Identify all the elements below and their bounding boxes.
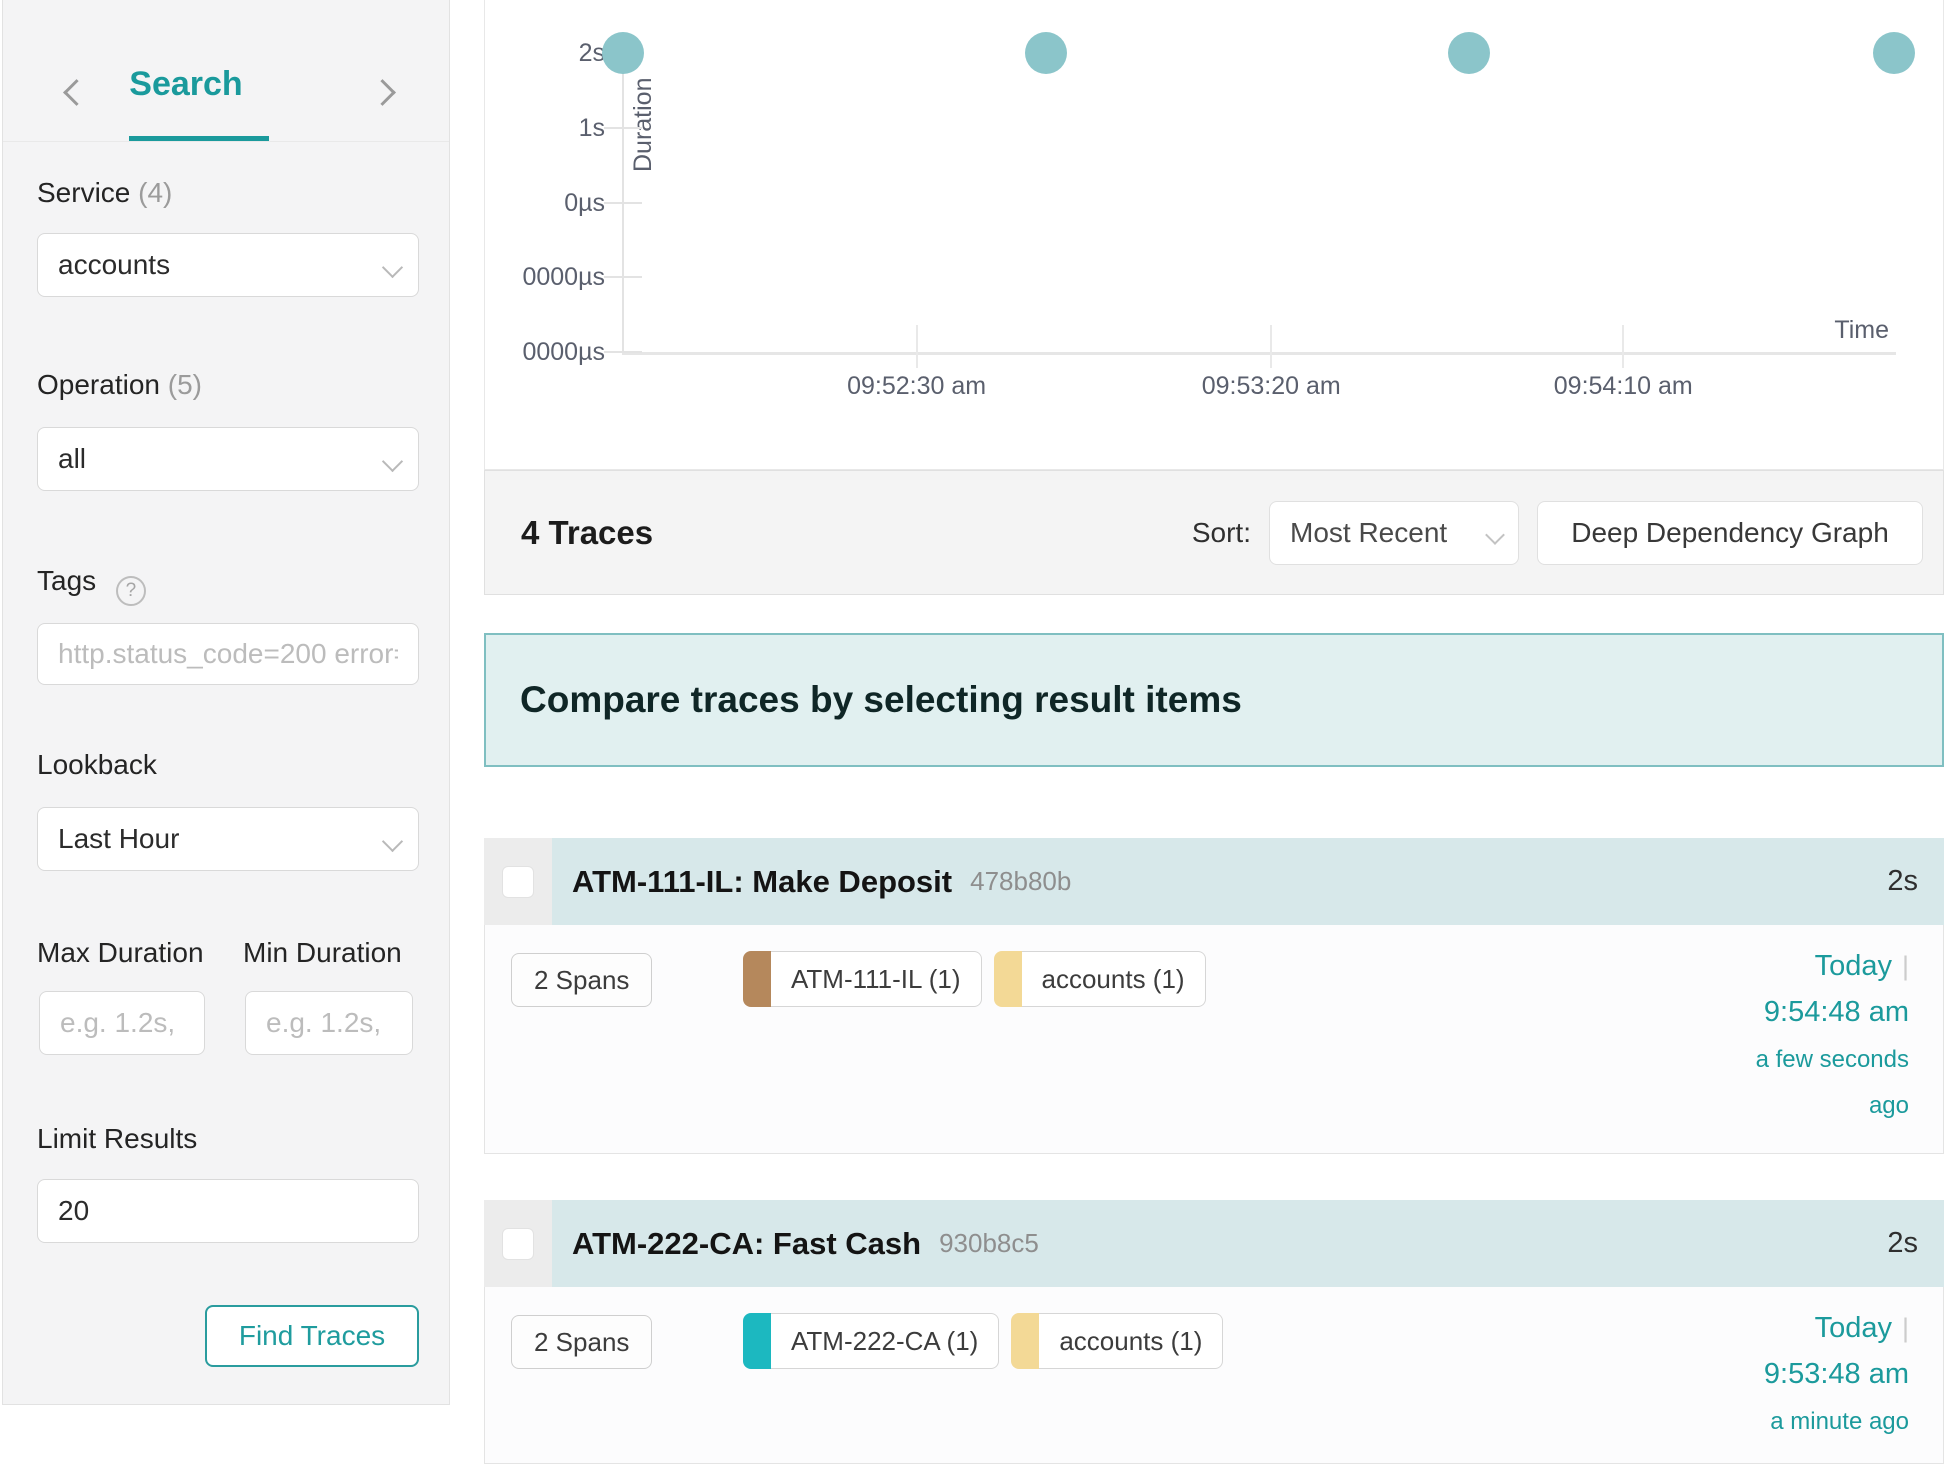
service-tags-row: ATM-111-IL (1) accounts (1) bbox=[743, 951, 1206, 1007]
checkbox-column bbox=[484, 1200, 552, 1287]
y-tick-mark bbox=[604, 126, 642, 129]
service-color-strip bbox=[1011, 1313, 1040, 1369]
service-count: (4) bbox=[138, 177, 173, 208]
y-tick-label: 1s bbox=[578, 113, 605, 142]
deep-dependency-graph-button[interactable]: Deep Dependency Graph bbox=[1537, 500, 1923, 565]
y-tick-label: 0000µs bbox=[522, 263, 605, 292]
operation-label: Operation (5) bbox=[37, 369, 202, 400]
trace-select-checkbox[interactable] bbox=[502, 865, 534, 898]
limit-results-label: Limit Results bbox=[37, 1123, 198, 1154]
trace-result-card: ATM-222-CA: Fast Cash 930b8c5 2s 2 Spans… bbox=[484, 1200, 1944, 1464]
service-color-strip bbox=[743, 951, 771, 1007]
separator: | bbox=[1901, 1313, 1909, 1343]
x-tick-mark bbox=[1270, 325, 1273, 368]
operation-count: (5) bbox=[167, 369, 202, 400]
trace-time-meta: Today | 9:53:48 am a minute ago bbox=[1731, 1305, 1909, 1445]
x-tick-label: 09:54:10 am bbox=[1553, 372, 1693, 400]
trace-timestamp[interactable]: 9:53:48 am bbox=[1763, 1358, 1909, 1390]
trace-id: 478b80b bbox=[970, 866, 1072, 896]
trace-result-card: ATM-111-IL: Make Deposit 478b80b 2s 2 Sp… bbox=[484, 838, 1944, 1154]
tab-search[interactable]: Search bbox=[129, 65, 243, 103]
trace-time-meta: Today | 9:54:48 am a few seconds ago bbox=[1731, 943, 1909, 1129]
duration-scatter-chart: Duration Time 2s 1s 0µs 0000µs 0000µs 09:52:3… bbox=[484, 0, 1944, 470]
trace-card-header[interactable]: ATM-111-IL: Make Deposit 478b80b 2s bbox=[484, 838, 1944, 925]
trace-timestamp[interactable]: 9:54:48 am bbox=[1763, 996, 1909, 1028]
service-tag: accounts (1) bbox=[1011, 1313, 1224, 1369]
trace-scatter-point[interactable] bbox=[602, 32, 644, 74]
trace-card-header[interactable]: ATM-222-CA: Fast Cash 930b8c5 2s bbox=[484, 1200, 1944, 1287]
tags-label: Tags ? bbox=[37, 565, 146, 606]
trace-date[interactable]: Today bbox=[1814, 950, 1892, 982]
service-tag: ATM-111-IL (1) bbox=[743, 951, 982, 1007]
x-tick-label: 09:52:30 am bbox=[847, 372, 987, 400]
trace-title: ATM-222-CA: Fast Cash bbox=[572, 1225, 922, 1261]
lookback-select[interactable]: Last Hour bbox=[37, 807, 419, 871]
trace-card-header-main: ATM-222-CA: Fast Cash 930b8c5 2s bbox=[552, 1200, 1944, 1287]
trace-duration: 2s bbox=[1887, 865, 1918, 897]
chevron-right-icon[interactable] bbox=[367, 77, 397, 107]
trace-relative-time: a minute ago bbox=[1770, 1408, 1909, 1435]
compare-banner: Compare traces by selecting result items bbox=[484, 633, 1944, 767]
service-tags-row: ATM-222-CA (1) accounts (1) bbox=[743, 1313, 1224, 1369]
y-axis-line bbox=[622, 38, 624, 354]
chevron-down-icon bbox=[381, 830, 404, 853]
lookback-label: Lookback bbox=[37, 749, 157, 780]
y-tick-mark bbox=[604, 351, 642, 354]
trace-scatter-point[interactable] bbox=[1448, 32, 1491, 74]
compare-banner-text: Compare traces by selecting result items bbox=[520, 679, 1242, 720]
min-duration-input[interactable] bbox=[245, 991, 413, 1055]
trace-date[interactable]: Today bbox=[1814, 1312, 1892, 1344]
x-tick-mark bbox=[1622, 325, 1625, 368]
service-select[interactable]: accounts bbox=[37, 233, 419, 297]
y-tick-label: 0µs bbox=[564, 188, 605, 217]
trace-card-body: 2 Spans ATM-111-IL (1) accounts (1) Toda… bbox=[484, 925, 1944, 1154]
max-duration-label: Max Duration bbox=[37, 937, 204, 968]
checkbox-column bbox=[484, 838, 552, 925]
sort-select[interactable]: Most Recent bbox=[1269, 500, 1519, 565]
results-header-actions: Sort: Most Recent Deep Dependency Graph bbox=[1191, 500, 1943, 565]
trace-card-body: 2 Spans ATM-222-CA (1) accounts (1) Toda… bbox=[484, 1287, 1944, 1464]
trace-select-checkbox[interactable] bbox=[502, 1227, 534, 1260]
span-count-pill: 2 Spans bbox=[511, 953, 653, 1007]
max-duration-input[interactable] bbox=[39, 991, 205, 1055]
trace-scatter-point[interactable] bbox=[1025, 32, 1068, 74]
trace-count: 4 Traces bbox=[521, 513, 654, 551]
x-tick-label: 09:53:20 am bbox=[1201, 372, 1341, 400]
operation-select[interactable]: all bbox=[37, 427, 419, 491]
tags-input[interactable] bbox=[37, 623, 419, 685]
results-header-bar: 4 Traces Sort: Most Recent Deep Dependen… bbox=[484, 470, 1944, 595]
y-tick-mark bbox=[604, 276, 642, 279]
help-icon[interactable]: ? bbox=[115, 576, 146, 606]
service-color-strip bbox=[993, 951, 1022, 1007]
limit-results-input[interactable] bbox=[37, 1179, 419, 1243]
chevron-down-icon bbox=[381, 256, 404, 279]
trace-title: ATM-111-IL: Make Deposit bbox=[572, 863, 953, 899]
x-axis-label: Time bbox=[1834, 316, 1889, 344]
find-traces-button[interactable]: Find Traces bbox=[205, 1305, 419, 1367]
separator: | bbox=[1901, 951, 1909, 981]
x-tick-mark bbox=[915, 325, 918, 368]
trace-card-header-main: ATM-111-IL: Make Deposit 478b80b 2s bbox=[552, 838, 1944, 925]
trace-id: 930b8c5 bbox=[939, 1228, 1039, 1258]
active-tab-underline bbox=[129, 136, 269, 141]
y-tick-mark bbox=[604, 201, 642, 204]
chevron-down-icon bbox=[1485, 524, 1505, 545]
service-label: Service (4) bbox=[37, 177, 173, 208]
trace-relative-time: a few seconds ago bbox=[1755, 1046, 1909, 1119]
y-tick-label: 0000µs bbox=[522, 338, 605, 367]
sidebar-nav: Search bbox=[3, 0, 449, 142]
service-color-strip bbox=[743, 1313, 771, 1369]
service-tag: accounts (1) bbox=[993, 951, 1206, 1007]
search-sidebar: Search Service (4) accounts Operation (5… bbox=[2, 0, 450, 1405]
y-axis-label: Duration bbox=[629, 77, 657, 173]
min-duration-label: Min Duration bbox=[243, 937, 402, 968]
span-count-pill: 2 Spans bbox=[511, 1315, 653, 1369]
y-tick-label: 2s bbox=[578, 39, 605, 67]
trace-duration: 2s bbox=[1887, 1227, 1918, 1259]
x-axis-line bbox=[622, 352, 1896, 355]
trace-scatter-point[interactable] bbox=[1873, 32, 1915, 74]
service-tag: ATM-222-CA (1) bbox=[743, 1313, 1000, 1369]
chevron-down-icon bbox=[381, 450, 404, 473]
sort-label: Sort: bbox=[1191, 516, 1251, 548]
